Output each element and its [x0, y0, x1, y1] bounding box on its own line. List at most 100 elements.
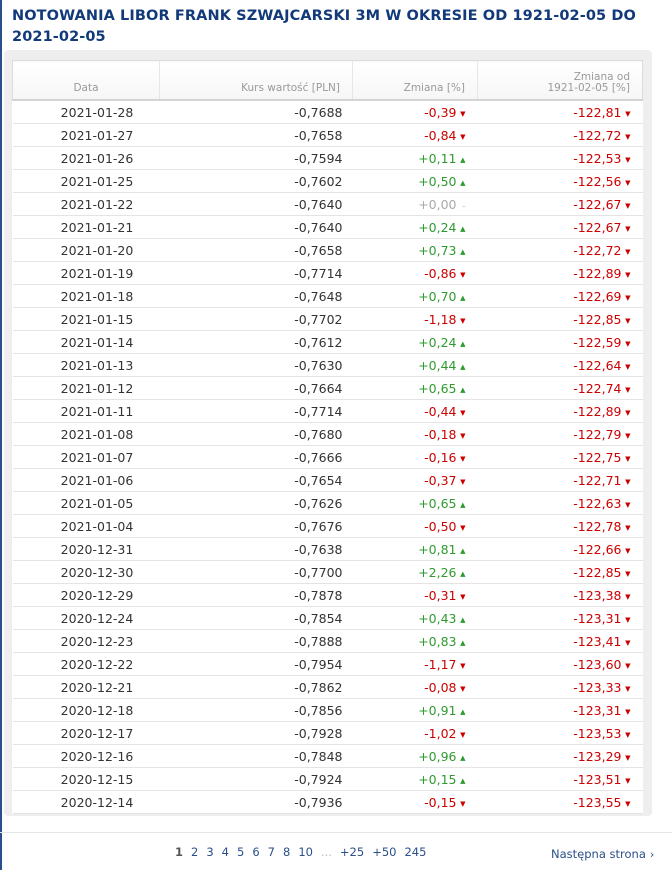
arrow-up-icon: ▲ [460, 546, 466, 555]
header-date[interactable]: Data [12, 60, 160, 101]
page-link[interactable]: 7 [267, 845, 275, 859]
cell-rate: -0,7666 [159, 445, 353, 469]
page-link[interactable]: 245 [404, 845, 427, 859]
table-row: 2020-12-31 -0,7638 +0,81 ▲ -122,66 ▼ [12, 537, 643, 561]
arrow-down-icon: ▼ [460, 408, 466, 417]
change-since-value: -123,53 [573, 725, 622, 741]
arrow-down-icon: ▼ [460, 454, 466, 463]
page-link[interactable]: 6 [252, 845, 260, 859]
table-row: 2021-01-26 -0,7594 +0,11 ▲ -122,53 ▼ [12, 146, 643, 170]
change-since-value: -122,75 [573, 449, 622, 465]
arrow-up-icon: ▲ [460, 776, 466, 785]
page-link[interactable]: +25 [339, 845, 365, 859]
cell-date: 2021-01-14 [12, 330, 160, 354]
cell-change: +0,65 ▲ [352, 491, 478, 515]
cell-date: 2021-01-26 [12, 146, 160, 170]
arrow-up-icon: ▲ [460, 707, 466, 716]
cell-rate: -0,7928 [159, 721, 353, 745]
change-since-value: -122,63 [573, 495, 622, 511]
arrow-down-icon: ▼ [625, 385, 631, 394]
cell-change-since: -123,33 ▼ [477, 675, 643, 699]
cell-rate: -0,7640 [159, 192, 353, 216]
cell-change: -0,37 ▼ [352, 468, 478, 492]
arrow-down-icon: ▼ [625, 500, 631, 509]
change-since-value: -123,29 [573, 748, 622, 764]
cell-change: -0,86 ▼ [352, 261, 478, 285]
cell-date: 2021-01-19 [12, 261, 160, 285]
cell-change: +0,43 ▲ [352, 606, 478, 630]
cell-rate: -0,7888 [159, 629, 353, 653]
table-row: 2021-01-19 -0,7714 -0,86 ▼ -122,89 ▼ [12, 261, 643, 285]
change-value: -0,50 [424, 518, 457, 534]
change-value: -0,37 [424, 472, 457, 488]
arrow-down-icon: ▼ [625, 707, 631, 716]
header-rate[interactable]: Kurs wartość [PLN] [159, 60, 353, 101]
arrow-down-icon: ▼ [460, 132, 466, 141]
arrow-up-icon: ▲ [460, 178, 466, 187]
page-link[interactable]: 5 [237, 845, 245, 859]
change-value: +0,44 [418, 357, 457, 373]
arrow-down-icon: ▼ [625, 109, 631, 118]
cell-change: +0,70 ▲ [352, 284, 478, 308]
cell-rate: -0,7878 [159, 583, 353, 607]
cell-date: 2020-12-23 [12, 629, 160, 653]
header-change-since[interactable]: Zmiana od 1921-02-05 [%] [477, 60, 643, 101]
change-since-value: -122,78 [573, 518, 622, 534]
table-row: 2021-01-18 -0,7648 +0,70 ▲ -122,69 ▼ [12, 284, 643, 308]
cell-date: 2020-12-21 [12, 675, 160, 699]
cell-date: 2020-12-24 [12, 606, 160, 630]
cell-rate: -0,7654 [159, 468, 353, 492]
cell-date: 2021-01-28 [12, 100, 160, 124]
change-value: -0,39 [424, 104, 457, 120]
table-row: 2021-01-08 -0,7680 -0,18 ▼ -122,79 ▼ [12, 422, 643, 446]
next-page-link[interactable]: Następna strona › [551, 847, 654, 861]
table-row: 2021-01-12 -0,7664 +0,65 ▲ -122,74 ▼ [12, 376, 643, 400]
cell-date: 2021-01-21 [12, 215, 160, 239]
change-since-value: -122,64 [573, 357, 622, 373]
cell-change: +0,91 ▲ [352, 698, 478, 722]
cell-rate: -0,7658 [159, 123, 353, 147]
cell-change: +0,00– [352, 192, 478, 216]
page-link[interactable]: 10 [298, 845, 313, 859]
arrow-down-icon: ▼ [460, 730, 466, 739]
change-value: -0,16 [424, 449, 457, 465]
cell-change: +0,11 ▲ [352, 146, 478, 170]
arrow-up-icon: ▲ [460, 155, 466, 164]
cell-change-since: -123,31 ▼ [477, 606, 643, 630]
arrow-down-icon: ▼ [625, 477, 631, 486]
page-link[interactable]: 3 [206, 845, 214, 859]
table-row: 2020-12-16 -0,7848 +0,96 ▲ -123,29 ▼ [12, 744, 643, 768]
cell-change: -0,84 ▼ [352, 123, 478, 147]
change-value: +0,70 [418, 288, 457, 304]
cell-date: 2020-12-22 [12, 652, 160, 676]
cell-rate: -0,7714 [159, 399, 353, 423]
cell-rate: -0,7854 [159, 606, 353, 630]
cell-date: 2020-12-16 [12, 744, 160, 768]
arrow-down-icon: ▼ [460, 109, 466, 118]
change-since-value: -123,41 [573, 633, 622, 649]
change-since-value: -123,51 [573, 771, 622, 787]
table-row: 2021-01-05 -0,7626 +0,65 ▲ -122,63 ▼ [12, 491, 643, 515]
cell-change-since: -122,81 ▼ [477, 100, 643, 124]
table-header-row: Data Kurs wartość [PLN] Zmiana [%] Zmian… [12, 60, 643, 101]
cell-change: +2,26 ▲ [352, 560, 478, 584]
arrow-down-icon: ▼ [625, 247, 631, 256]
arrow-up-icon: ▲ [460, 638, 466, 647]
cell-change: -1,17 ▼ [352, 652, 478, 676]
arrow-down-icon: ▼ [625, 132, 631, 141]
page-link-current: 1 [175, 845, 184, 859]
cell-change-since: -122,78 ▼ [477, 514, 643, 538]
cell-rate: -0,7648 [159, 284, 353, 308]
cell-rate: -0,7848 [159, 744, 353, 768]
table-row: 2020-12-17 -0,7928 -1,02 ▼ -123,53 ▼ [12, 721, 643, 745]
header-change[interactable]: Zmiana [%] [352, 60, 478, 101]
cell-change: -0,18 ▼ [352, 422, 478, 446]
table-row: 2021-01-14 -0,7612 +0,24 ▲ -122,59 ▼ [12, 330, 643, 354]
arrow-up-icon: ▲ [460, 753, 466, 762]
page-link[interactable]: 2 [191, 845, 199, 859]
cell-rate: -0,7664 [159, 376, 353, 400]
page-link[interactable]: 8 [282, 845, 291, 859]
change-since-value: -123,31 [573, 702, 622, 718]
page-link[interactable]: 4 [221, 845, 229, 859]
page-link[interactable]: +50 [372, 845, 397, 859]
